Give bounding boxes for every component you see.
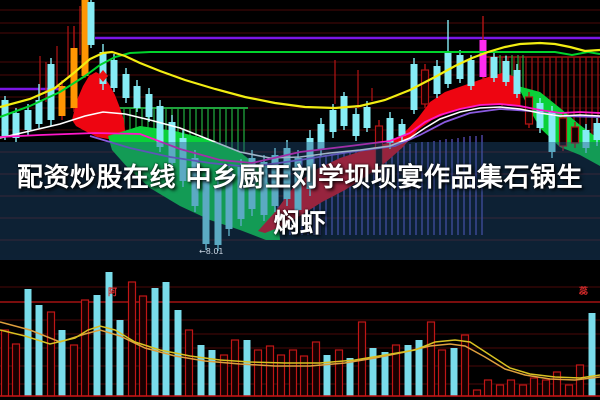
volume-bar [564, 384, 574, 397]
volume-bar [346, 358, 354, 396]
volume-bar [162, 282, 170, 396]
volume-bar [197, 345, 205, 396]
volume-bar [381, 352, 389, 396]
headline-line1: 配资炒股在线 中乡厨王刘学坝坝宴作品集石锅生 [16, 163, 584, 193]
volume-bar [472, 389, 482, 397]
volume-bar [46, 311, 56, 397]
volume-bar [24, 289, 32, 396]
volume-bar [541, 379, 551, 397]
volume-ma-orange [0, 321, 600, 381]
volume-bar [483, 379, 493, 397]
volume-bar [151, 288, 159, 396]
volume-bar [495, 384, 505, 397]
volume-bar [323, 355, 331, 396]
volume-bar [230, 339, 240, 397]
volume-bar [58, 330, 66, 396]
volume-bar [529, 377, 539, 397]
watermark-left-glyph: 阿 [108, 288, 118, 298]
volume-bar [288, 349, 298, 397]
volume-bar [105, 272, 113, 396]
volume-bar [588, 313, 596, 396]
watermark-right-glyph: 蕊 [579, 287, 589, 297]
volume-pane [0, 272, 600, 397]
price-annotation: ←8.01 [199, 247, 224, 256]
volume-bar [116, 320, 124, 396]
volume-bar [552, 371, 562, 397]
volume-bar [276, 354, 286, 397]
volume-bar [450, 348, 458, 396]
volume-bar [184, 329, 194, 397]
volume-bar [518, 384, 528, 397]
volume-bar [426, 321, 436, 397]
volume-bar [69, 344, 79, 397]
volume-bar [208, 350, 216, 396]
volume-bar [93, 295, 101, 396]
volume-bar [311, 341, 321, 397]
headline-line2: 焖虾 [273, 209, 327, 239]
volume-bar [11, 343, 21, 397]
volume-bar [575, 364, 585, 397]
volume-bar [404, 345, 412, 396]
volume-bar [506, 379, 516, 397]
volume-bar [437, 349, 447, 397]
volume-bar [299, 355, 309, 397]
volume-bar [369, 348, 377, 396]
volume-ma-yellow [0, 325, 600, 379]
volume-bar [415, 340, 423, 396]
volume-bar [80, 299, 90, 397]
volume-bar [253, 349, 263, 397]
volume-bar [460, 334, 470, 397]
volume-bar [265, 345, 275, 397]
volume-bar [35, 305, 43, 396]
headline-overlay: 配资炒股在线 中乡厨王刘学坝坝宴作品集石锅生 焖虾 [0, 142, 600, 260]
volume-bar [0, 329, 10, 397]
volume-bar [334, 349, 344, 397]
volume-bar [243, 340, 251, 396]
